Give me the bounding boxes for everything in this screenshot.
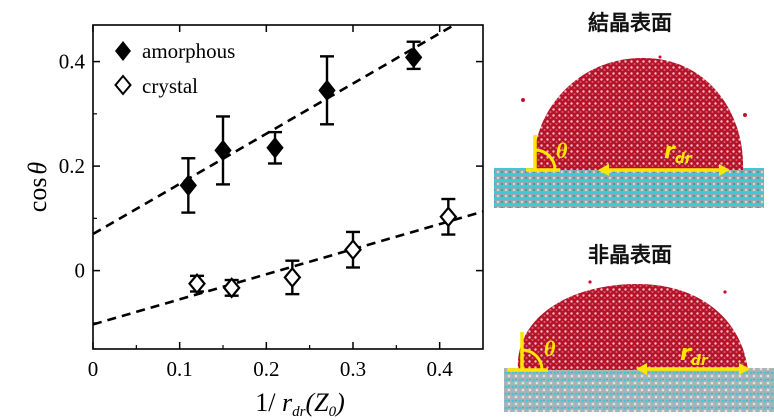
legend-marker-amorphous	[115, 41, 131, 61]
data-point-crystal	[188, 272, 206, 295]
y-axis-label: cosθ	[23, 162, 52, 213]
y-tick-label: 0.2	[59, 154, 85, 178]
amorphous-droplet	[517, 283, 748, 370]
crystal-r-label: rdr	[664, 139, 693, 167]
data-point-amorphous	[318, 79, 336, 102]
data-point-crystal	[283, 266, 302, 289]
x-tick-label: 0.2	[253, 357, 279, 381]
amorphous-surface-panel: 非晶表面 θ rdr	[504, 243, 774, 412]
amorphous-theta-label: θ	[544, 336, 556, 361]
crystal-substrate	[494, 168, 764, 208]
amorphous-r-label: rdr	[680, 341, 709, 369]
legend-marker-crystal	[114, 74, 132, 96]
crystal-surface-panel: 結晶表面 θ rdr	[494, 11, 764, 208]
error-bars	[181, 40, 456, 297]
data-point-amorphous	[214, 139, 232, 162]
amorphous-substrate	[504, 368, 774, 412]
fit-line-crystal	[93, 210, 483, 326]
data-point-amorphous	[266, 137, 284, 159]
x-tick-label: 0.4	[427, 357, 454, 381]
data-point-amorphous	[179, 174, 197, 197]
y-tick-label: 0	[75, 259, 86, 283]
plot-frame	[92, 24, 484, 350]
x-axis-label: 1/ rdr(Z0)	[255, 388, 345, 420]
x-tick-label: 0.1	[167, 357, 193, 381]
data-markers	[179, 46, 458, 299]
fit-line-amorphous	[93, 25, 457, 236]
y-tick-label: 0.4	[59, 50, 86, 74]
data-point-crystal	[439, 206, 458, 228]
crystal-panel-title: 結晶表面	[588, 11, 672, 35]
fit-lines	[93, 25, 483, 326]
crystal-theta-label: θ	[556, 138, 568, 163]
amorphous-panel-title: 非晶表面	[588, 243, 672, 267]
data-point-crystal	[344, 238, 362, 261]
legend-label-crystal: crystal	[142, 74, 198, 98]
legend: amorphous crystal	[114, 39, 235, 98]
amorphous-angle-arc	[521, 348, 544, 371]
axis-ticks: 0 0.1 0.2 0.3 0.4 0 0.2 0.4	[59, 25, 483, 381]
x-tick-label: 0	[88, 357, 99, 381]
legend-label-amorphous: amorphous	[142, 39, 235, 63]
crystal-angle-arc	[534, 148, 557, 171]
crystal-droplet	[533, 57, 744, 171]
x-tick-label: 0.3	[340, 357, 366, 381]
data-point-amorphous	[405, 46, 423, 69]
data-point-crystal	[222, 277, 241, 299]
